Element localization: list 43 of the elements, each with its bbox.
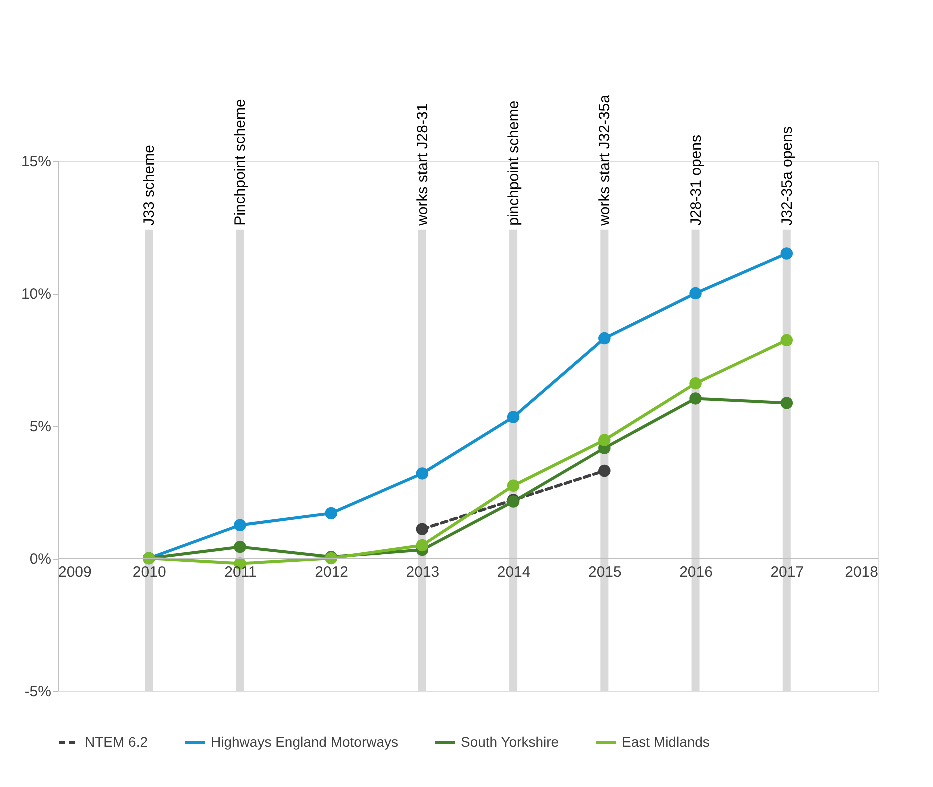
ref-line-label: pinchpoint scheme bbox=[506, 100, 523, 226]
x-tick-label: 2014 bbox=[497, 564, 531, 581]
legend-label: East Midlands bbox=[622, 734, 710, 750]
x-tick-label: 2010 bbox=[132, 564, 166, 581]
point bbox=[598, 464, 611, 478]
point bbox=[598, 332, 611, 345]
point bbox=[690, 287, 702, 300]
point bbox=[507, 411, 520, 424]
point bbox=[416, 523, 429, 536]
point bbox=[780, 397, 794, 410]
x-tick-label: 2015 bbox=[588, 564, 622, 581]
y-tick-label: -5% bbox=[24, 684, 52, 700]
point bbox=[325, 507, 338, 520]
y-tick-label: 0% bbox=[30, 551, 52, 568]
point bbox=[690, 377, 702, 390]
x-tick-label: 2011 bbox=[224, 564, 257, 581]
point bbox=[234, 540, 246, 554]
legend-label: South Yorkshire bbox=[461, 734, 560, 750]
y-tick-label: 15% bbox=[21, 154, 52, 170]
x-tick-label: 2016 bbox=[680, 564, 713, 581]
x-tick-label: 2009 bbox=[58, 564, 92, 581]
x-tick-label: 2017 bbox=[770, 564, 804, 581]
legend-label: NTEM 6.2 bbox=[85, 734, 148, 750]
point bbox=[234, 519, 246, 532]
point bbox=[780, 248, 794, 260]
x-tick-label: 2012 bbox=[315, 564, 349, 581]
y-tick-label: 5% bbox=[30, 418, 52, 436]
ref-line-label: J33 scheme bbox=[141, 145, 158, 226]
point bbox=[507, 480, 520, 492]
x-tick-label: 2013 bbox=[406, 564, 440, 581]
ref-line-label: Pinchpoint scheme bbox=[232, 99, 250, 226]
point bbox=[598, 434, 611, 446]
ref-line-label: works start J28-31 bbox=[414, 103, 432, 227]
y-tick-label: 10% bbox=[21, 286, 52, 303]
ref-line-label: works start J32-35a bbox=[596, 94, 614, 227]
x-tick-label: 2018 bbox=[845, 564, 878, 581]
point bbox=[690, 392, 702, 405]
ref-line-label: J28-31 opens bbox=[688, 134, 705, 226]
legend-label: Highways England Motorways bbox=[211, 734, 399, 750]
point bbox=[416, 539, 429, 552]
point bbox=[416, 468, 429, 480]
point bbox=[780, 334, 794, 347]
ref-line-label: J32-35a opens bbox=[778, 126, 796, 226]
